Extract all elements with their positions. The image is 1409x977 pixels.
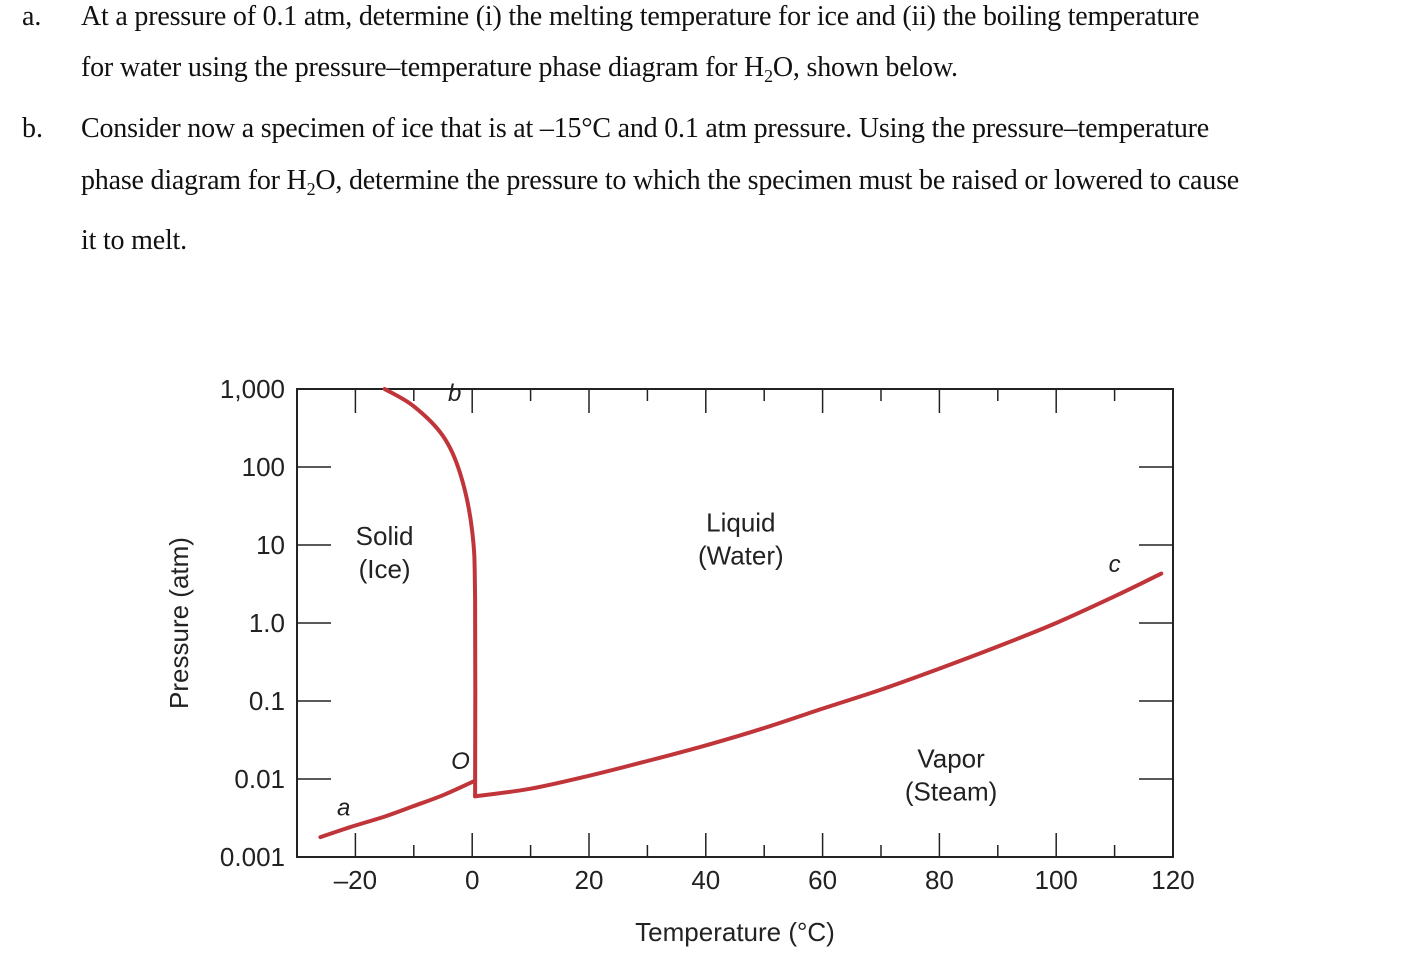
- y-tick-label: 100: [242, 452, 285, 482]
- point-label-b: b: [448, 380, 461, 407]
- point-label-c: c: [1109, 551, 1121, 578]
- question-a-label: a.: [22, 1, 42, 32]
- x-tick-label: 60: [808, 865, 837, 895]
- x-tick-label: 20: [575, 865, 604, 895]
- question-a-line-1: At a pressure of 0.1 atm, determine (i) …: [81, 1, 1200, 32]
- y-tick-label: 1.0: [249, 608, 285, 638]
- point-labels: a b Oc: [337, 380, 1121, 821]
- region-labels: Solid(Ice) Liquid(Water) Vapor(Steam): [356, 507, 998, 806]
- x-tick-label: –20: [334, 865, 377, 895]
- question-b-label: b.: [22, 113, 43, 144]
- plot-frame: [296, 388, 1174, 858]
- sublimation-curve: [318, 778, 478, 840]
- x-axis-title: Temperature (°C): [635, 917, 835, 947]
- x-tick-label: 40: [691, 865, 720, 895]
- question-b-line-1: Consider now a specimen of ice that is a…: [81, 113, 1210, 144]
- y-tick-label: 10: [256, 530, 285, 560]
- x-tick-label: 100: [1035, 865, 1078, 895]
- vaporization-curve: [473, 571, 1164, 799]
- y-tick-label: 1,000: [220, 374, 285, 404]
- y-tick-label: 0.1: [249, 686, 285, 716]
- question-b-line-3: it to melt.: [81, 225, 187, 256]
- region-label: (Steam): [905, 777, 997, 807]
- y-tick-label: 0.01: [234, 764, 285, 794]
- melting-curve: [382, 387, 478, 799]
- region-label: Liquid: [706, 507, 775, 537]
- region-label: Solid: [356, 521, 414, 551]
- region-label: (Water): [698, 540, 784, 570]
- y-tick-label: 0.001: [220, 842, 285, 872]
- axis-ticks: [297, 388, 1174, 858]
- region-label: (Ice): [359, 554, 411, 584]
- region-label: Vapor: [917, 744, 985, 774]
- question-b-line-2: phase diagram for H2O, determine the pre…: [81, 165, 1239, 199]
- point-label-o: O: [451, 748, 470, 775]
- x-tick-label: 80: [925, 865, 954, 895]
- point-label-a: a: [337, 795, 350, 822]
- question-a-line-2: for water using the pressure–temperature…: [81, 52, 958, 86]
- x-tick-label: 120: [1151, 865, 1194, 895]
- y-axis-title: Pressure (atm): [164, 537, 194, 709]
- x-tick-label: 0: [465, 865, 479, 895]
- phase-boundaries: [318, 387, 1164, 840]
- axis-tick-labels: –20 0 20 40 60 80 100 120 0.001 0.01 0.1 1.0 10 100 1,…: [220, 374, 1195, 895]
